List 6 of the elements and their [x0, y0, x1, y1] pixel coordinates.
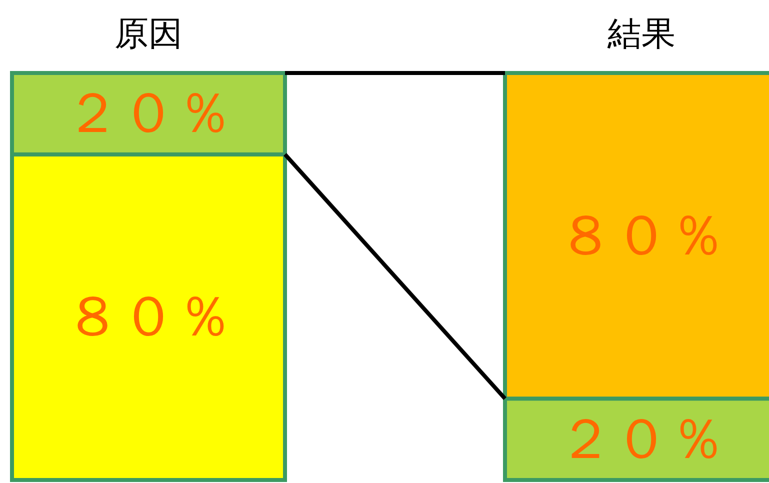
data-label: ２０％ — [558, 406, 726, 472]
x-tick-label: 原因 — [114, 14, 182, 54]
data-label: ２０％ — [64, 81, 232, 146]
x-tick-label: 結果 — [606, 14, 676, 54]
data-label: ８０％ — [64, 284, 232, 350]
data-label: ８０％ — [558, 203, 726, 268]
